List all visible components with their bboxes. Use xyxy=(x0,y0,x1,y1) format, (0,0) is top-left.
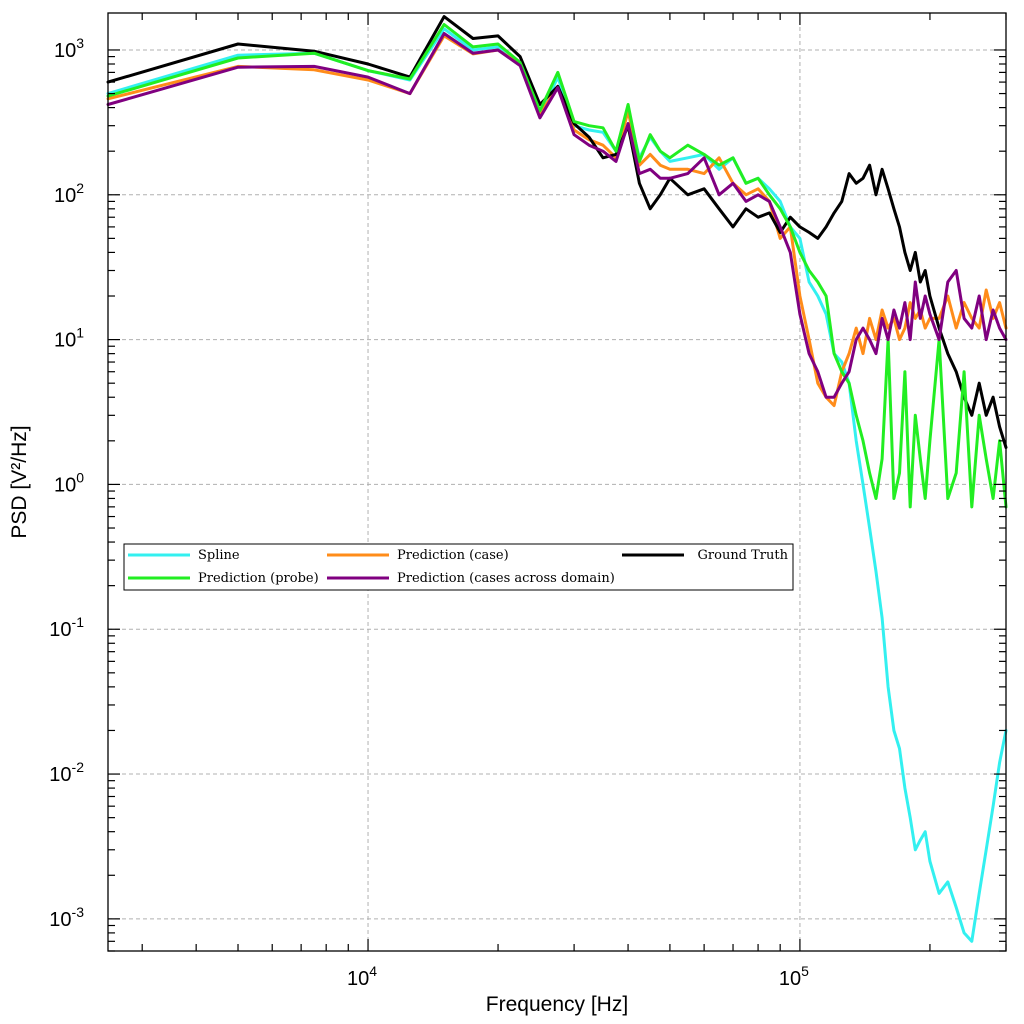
x-tick-label: 104 xyxy=(347,963,377,990)
legend-label-prediction-probe: Prediction (probe) xyxy=(198,571,319,586)
y-tick-label: 102 xyxy=(54,180,84,207)
y-tick-label: 100 xyxy=(54,469,84,496)
y-tick-label: 103 xyxy=(54,35,84,62)
x-tick-labels: 104 105 xyxy=(347,963,809,990)
series-line-ground-truth xyxy=(106,15,1008,449)
legend: Spline Prediction (case) Ground Truth Predi… xyxy=(123,543,794,591)
series-line-prediction-cases-across-domain xyxy=(106,32,1008,399)
y-axis-label: PSD [V²/Hz] xyxy=(8,425,31,538)
series-group xyxy=(106,15,1008,943)
y-tick-labels: 103 102 101 100 10-1 10-2 10-3 xyxy=(49,35,84,931)
series-line-prediction-probe xyxy=(106,23,1008,509)
legend-label-spline: Spline xyxy=(198,548,240,563)
y-tick-label: 10-2 xyxy=(49,759,84,786)
legend-label-prediction-cases-across-domain: Prediction (cases across domain) xyxy=(397,571,615,586)
tick-marks xyxy=(108,13,1007,952)
grid-lines xyxy=(108,13,1006,951)
legend-label-prediction-case: Prediction (case) xyxy=(397,548,509,563)
plot-frame xyxy=(107,12,1007,952)
y-tick-label: 101 xyxy=(54,325,84,352)
y-tick-label: 10-1 xyxy=(49,614,84,641)
y-tick-label: 10-3 xyxy=(49,904,84,931)
x-tick-label: 105 xyxy=(779,963,809,990)
legend-label-ground-truth: Ground Truth xyxy=(698,548,789,563)
legend-box xyxy=(123,543,794,591)
x-axis-label: Frequency [Hz] xyxy=(486,993,628,1016)
